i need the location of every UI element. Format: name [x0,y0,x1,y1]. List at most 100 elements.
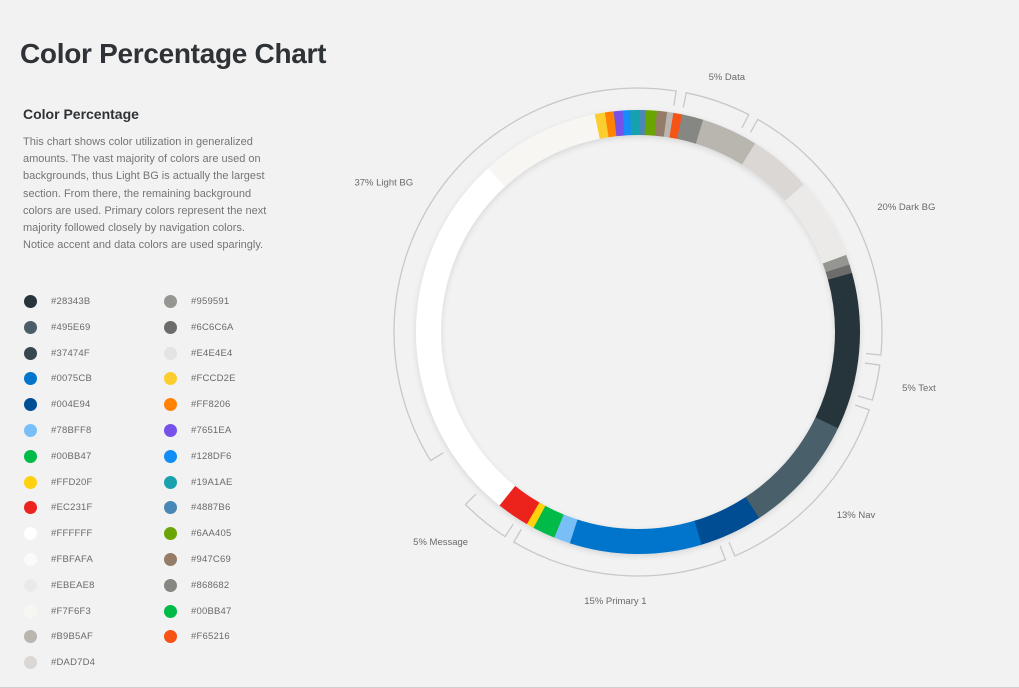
legend-item: #6AA405 [164,524,236,550]
legend-item: #FFFFFF [24,524,95,550]
legend-label: #FF8206 [191,399,231,411]
legend-swatch [24,656,37,670]
legend-label: #6C6C6A [191,321,234,333]
legend-swatch [24,630,37,644]
donut-segment [663,111,674,138]
section-title: Color Percentage [23,106,139,122]
legend-swatch [24,423,37,437]
callout-label: 15% Primary 1 [584,596,646,607]
legend-swatch [164,630,177,644]
legend-swatch [24,604,37,618]
legend-item: #B9B5AF [24,627,95,653]
legend-label: #4887B6 [191,502,231,514]
legend-label: #EC231F [51,502,93,514]
legend-label: #959591 [191,296,230,307]
callout-bracket [512,528,727,577]
donut-segment [569,519,702,555]
donut-segment [741,143,805,202]
section-description: This chart shows color utilization in ge… [23,136,267,252]
legend-label: #004E94 [51,399,91,411]
callout-bracket [464,493,514,538]
donut-segment [644,110,658,136]
donut-segment [451,438,516,506]
legend-label: #37474F [51,347,90,359]
legend-item: #28343B [24,292,95,318]
legend-label: #947C69 [191,553,231,565]
legend-swatch [164,501,177,515]
legend-label: #78BFF8 [51,424,92,436]
legend-column-1: #28343B #495E69 #37474F #0075CB #004E94 #78BF… [24,292,95,679]
legend-item: #0075CB [24,369,95,395]
legend-item: #4887B6 [164,498,236,524]
legend-swatch [164,346,177,360]
legend-item: #00BB47 [24,447,95,473]
donut-segment [815,273,860,429]
donut-segment [594,112,610,139]
legend-item: #DAD7D4 [24,653,95,679]
callout-brackets [393,87,883,577]
legend-item: #868682 [164,576,236,602]
donut-segment [604,111,617,138]
legend-label: #FCCD2E [191,373,236,385]
legend-label: #495E69 [51,321,91,333]
legend-item: #6C6C6A [164,318,236,344]
donut-segment [499,485,540,525]
legend-label: #F65216 [191,631,230,643]
legend-column-2: #959591 #6C6C6A #E4E4E4 #FCCD2E #FF8206 #7651… [164,292,236,653]
legend-item: #FCCD2E [164,369,236,395]
legend-item: #7651EA [164,421,236,447]
callout-bracket [682,92,750,129]
legend-label: #E4E4E4 [191,347,233,359]
legend-item: #FFD20F [24,473,95,499]
legend-item: #F65216 [164,627,236,653]
donut-segment [416,167,506,453]
donut-segment [669,112,683,140]
legend-label: #DAD7D4 [51,657,96,669]
legend-item: #F7F6F3 [24,602,95,628]
legend-label: #FBFAFA [51,553,94,565]
donut-segment [488,114,601,187]
legend-swatch [164,449,177,463]
legend-swatch [164,475,177,489]
legend-label: #868682 [191,579,230,591]
legend-item: #EC231F [24,498,95,524]
page-title: Color Percentage Chart [20,38,327,69]
legend-swatch [164,604,177,618]
legend-item: #19A1AE [164,473,236,499]
donut-segment [693,497,760,545]
legend-item: #495E69 [24,318,95,344]
donut-segment [822,254,850,273]
callout-label: 5% Text [902,383,936,394]
legend-label: #FFD20F [51,476,93,488]
legend-swatch [24,295,37,308]
legend-label: #EBEAE8 [51,579,95,591]
donut-ring [416,110,860,555]
legend-swatch [24,578,37,592]
callout-label: 5% Data [709,72,746,83]
legend-swatch [164,320,177,334]
callout-bracket [393,87,677,462]
legend-swatch [24,320,37,334]
legend-item: #EBEAE8 [24,576,95,602]
callout-label: 37% Light BG [354,178,413,189]
legend-swatch [24,398,37,412]
donut-segment [677,114,704,144]
legend-swatch [164,578,177,592]
legend-item: #004E94 [24,395,95,421]
legend-swatch [164,423,177,437]
legend-swatch [24,552,37,566]
legend-swatch [164,398,177,412]
legend-swatch [164,552,177,566]
legend-swatch [24,449,37,463]
donut-segment [613,110,625,137]
donut-segment [745,417,839,519]
legend-swatch [24,527,37,541]
callout-labels: 37% Light BG 5% Data 20% Dark BG 5% Text 13%… [354,72,936,607]
callout-label: 13% Nav [837,510,876,521]
legend-item: #FF8206 [164,395,236,421]
legend-item: #37474F [24,344,95,370]
legend-label: #00BB47 [191,605,232,617]
callout-label: 5% Message [413,537,468,548]
donut-segment [825,264,853,281]
